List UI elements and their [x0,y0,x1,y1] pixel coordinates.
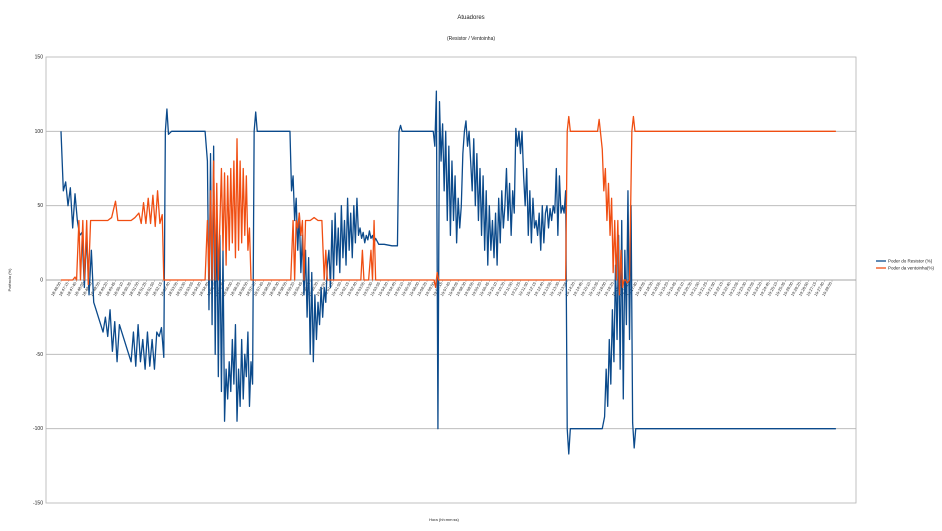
x-axis-ticks: 18:46:5018:47:1518:47:4018:48:0518:48:30… [50,280,833,297]
series-line-1 [61,115,836,296]
y-tick-label: 0 [40,278,43,284]
y-axis-ticks: 150 100 50 0 -50 -100 -150 [33,55,43,507]
series-lines [60,90,836,455]
y-tick-label: 100 [35,129,44,135]
legend-label: Poder da ventoinha(%) [888,266,935,271]
legend: Poder do Resistor (%) Poder da ventoinha(… [876,259,935,271]
chart-subtitle: (Resistor / Ventoinha) [447,36,495,42]
y-tick-label: 150 [35,55,44,61]
y-tick-label: -150 [33,501,43,507]
y-tick-label: -100 [33,426,43,432]
series-line-0 [60,90,836,455]
legend-label: Poder do Resistor (%) [888,259,933,264]
y-axis-label: Potência (%) [7,268,12,292]
chart-title: Atuadores [457,15,484,21]
y-tick-label: 50 [37,203,43,209]
y-tick-label: -50 [36,352,43,358]
x-axis-label: Hora (hh:mm:ss) [429,517,459,522]
